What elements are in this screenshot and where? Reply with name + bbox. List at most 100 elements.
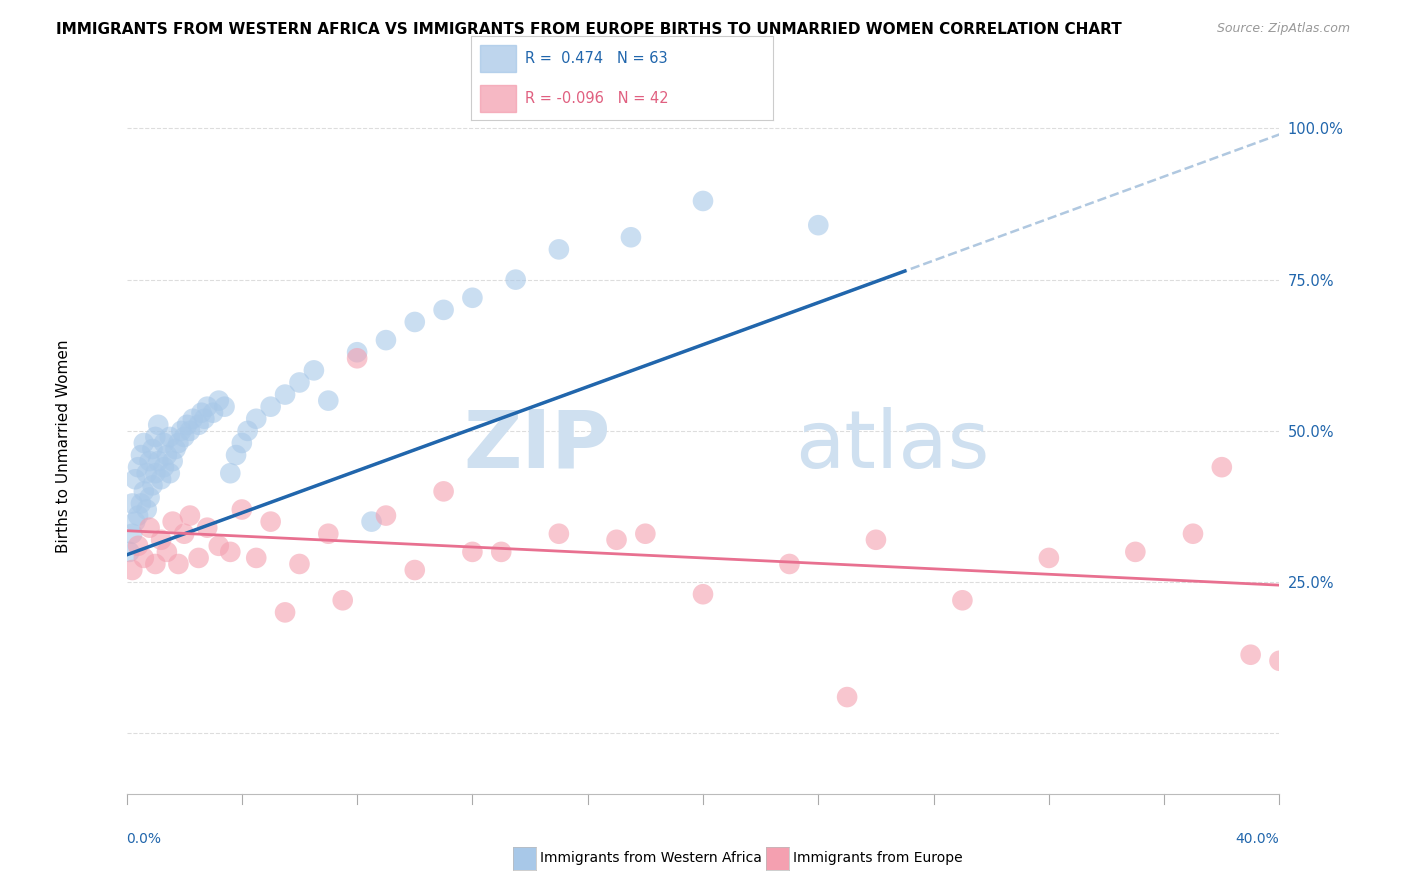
Point: [138, 454, 160, 468]
Point: [124, 515, 146, 529]
Point: [132, 550, 155, 565]
Text: R =  0.474   N = 63: R = 0.474 N = 63: [526, 51, 668, 66]
Point: [181, 411, 204, 425]
Point: [225, 448, 247, 462]
Point: [156, 545, 179, 559]
Point: [129, 496, 152, 510]
Point: [179, 508, 201, 523]
Point: [404, 315, 426, 329]
Text: Immigrants from Europe: Immigrants from Europe: [793, 851, 963, 865]
Point: [865, 533, 887, 547]
Point: [360, 515, 382, 529]
Point: [318, 393, 340, 408]
Text: Births to Unmarried Women: Births to Unmarried Women: [56, 339, 70, 553]
Point: [159, 467, 181, 481]
Bar: [479, 45, 516, 72]
Point: [245, 550, 267, 565]
Point: [219, 545, 242, 559]
Point: [135, 502, 157, 516]
Point: [433, 302, 456, 317]
Point: [807, 218, 830, 232]
Point: [219, 467, 242, 481]
Text: R = -0.096   N = 42: R = -0.096 N = 42: [526, 91, 669, 106]
Point: [505, 272, 527, 286]
Point: [1123, 545, 1146, 559]
Point: [1240, 648, 1263, 662]
Point: [236, 424, 259, 438]
Point: [170, 424, 193, 438]
Point: [208, 393, 231, 408]
Point: [176, 417, 198, 432]
Point: [162, 515, 184, 529]
Point: [214, 400, 236, 414]
Text: 40.0%: 40.0%: [1236, 832, 1279, 847]
Point: [124, 472, 146, 486]
Point: [145, 430, 166, 444]
Point: [692, 194, 714, 208]
Point: [231, 436, 253, 450]
Point: [259, 515, 281, 529]
Point: [288, 557, 311, 571]
Point: [318, 526, 340, 541]
Point: [165, 442, 187, 456]
Point: [121, 563, 143, 577]
Point: [135, 467, 157, 481]
Point: [231, 502, 253, 516]
Point: [167, 557, 190, 571]
Point: [145, 557, 166, 571]
Text: atlas: atlas: [796, 407, 990, 485]
Point: [138, 521, 160, 535]
Point: [634, 526, 657, 541]
Point: [121, 496, 143, 510]
Text: 0.0%: 0.0%: [127, 832, 162, 847]
Point: [692, 587, 714, 601]
Point: [195, 400, 218, 414]
Point: [548, 526, 571, 541]
Point: [153, 436, 176, 450]
Point: [173, 430, 195, 444]
Point: [302, 363, 325, 377]
Point: [346, 345, 368, 359]
Text: IMMIGRANTS FROM WESTERN AFRICA VS IMMIGRANTS FROM EUROPE BIRTHS TO UNMARRIED WOM: IMMIGRANTS FROM WESTERN AFRICA VS IMMIGR…: [56, 22, 1122, 37]
Point: [153, 460, 176, 475]
Point: [202, 406, 225, 420]
Point: [129, 448, 152, 462]
Point: [1038, 550, 1060, 565]
Point: [141, 478, 163, 492]
Point: [461, 291, 484, 305]
Point: [374, 508, 398, 523]
Point: [332, 593, 354, 607]
Text: ZIP: ZIP: [464, 407, 610, 485]
Point: [148, 417, 170, 432]
Point: [346, 351, 368, 366]
Point: [150, 533, 173, 547]
Point: [195, 521, 218, 535]
Point: [127, 508, 149, 523]
Point: [259, 400, 281, 414]
Point: [118, 545, 141, 559]
Point: [950, 593, 973, 607]
Point: [1211, 460, 1233, 475]
Point: [141, 442, 163, 456]
Point: [548, 243, 571, 257]
Point: [187, 550, 209, 565]
Point: [245, 411, 267, 425]
Point: [404, 563, 426, 577]
Point: [187, 417, 209, 432]
Point: [835, 690, 858, 704]
Point: [489, 545, 512, 559]
Point: [162, 454, 184, 468]
Point: [274, 387, 297, 401]
Point: [127, 460, 149, 475]
Point: [779, 557, 801, 571]
Point: [145, 467, 166, 481]
Point: [288, 376, 311, 390]
Point: [127, 539, 149, 553]
Point: [132, 436, 155, 450]
Point: [156, 448, 179, 462]
Text: Immigrants from Western Africa: Immigrants from Western Africa: [540, 851, 762, 865]
Point: [159, 430, 181, 444]
Point: [274, 606, 297, 620]
Point: [173, 526, 195, 541]
Bar: [479, 85, 516, 112]
